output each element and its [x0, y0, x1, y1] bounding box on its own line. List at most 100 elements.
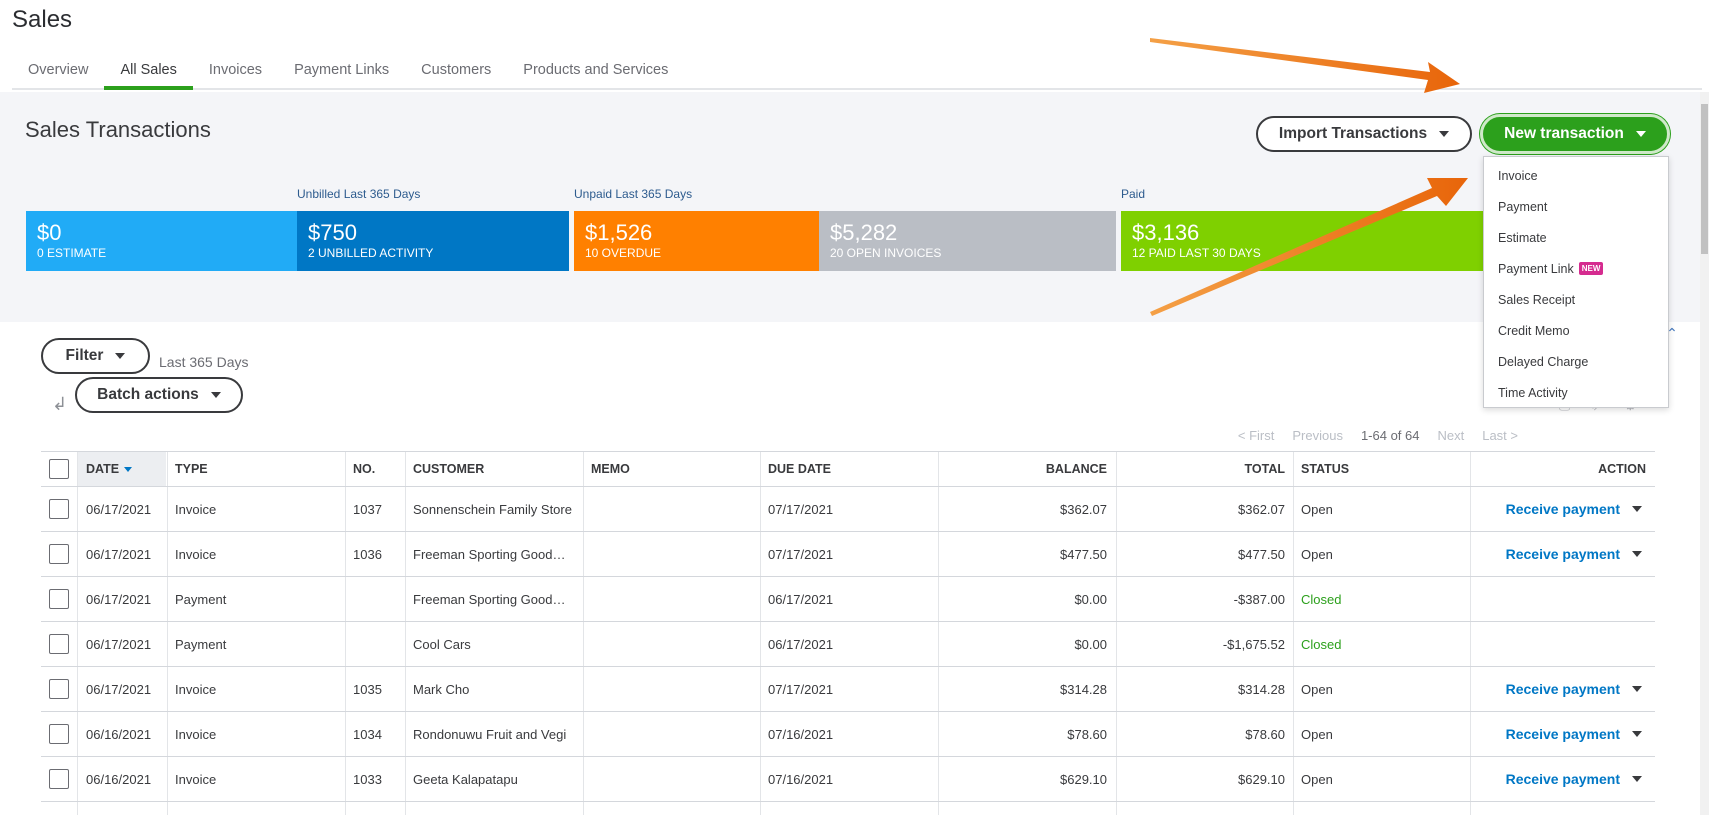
cell-customer: Mark Cho	[413, 681, 470, 697]
column-header-status[interactable]: STATUS	[1301, 462, 1350, 476]
pager-last[interactable]: Last >	[1482, 428, 1518, 443]
import-transactions-button[interactable]: Import Transactions	[1256, 116, 1472, 152]
menu-item-invoice[interactable]: Invoice	[1484, 160, 1668, 191]
cell-total: $362.07	[1238, 501, 1285, 517]
receive-payment-link[interactable]: Receive payment	[1505, 726, 1620, 742]
receive-payment-link[interactable]: Receive payment	[1505, 501, 1620, 517]
cell-status: Open	[1301, 726, 1333, 742]
table-row[interactable]: 06/17/2021 Invoice 1037 Sonnenschein Fam…	[41, 487, 1655, 532]
cell-status: Open	[1301, 546, 1333, 562]
table-row[interactable]: 06/17/2021 Invoice 1035 Mark Cho 07/17/2…	[41, 667, 1655, 712]
cell-memo	[591, 622, 759, 666]
receive-payment-link[interactable]: Receive payment	[1505, 771, 1620, 787]
pagination: < First Previous 1-64 of 64 Next Last >	[1238, 428, 1518, 443]
caret-down-icon[interactable]	[1632, 776, 1642, 782]
cell-action	[1470, 622, 1642, 666]
open-invoices-tile[interactable]: $5,282 20 OPEN INVOICES	[819, 211, 1116, 271]
cell-status: Open	[1301, 681, 1333, 697]
pager-next[interactable]: Next	[1437, 428, 1465, 443]
column-header-memo[interactable]: MEMO	[591, 462, 630, 476]
cell-total: $477.50	[1238, 546, 1285, 562]
menu-item-credit-memo[interactable]: Credit Memo	[1484, 315, 1668, 346]
cell-due-date: 07/17/2021	[768, 546, 834, 562]
unbilled-tile[interactable]: $750 2 UNBILLED ACTIVITY	[297, 211, 569, 271]
pager-previous[interactable]: Previous	[1292, 428, 1343, 443]
cell-memo	[591, 757, 759, 801]
pager-first[interactable]: < First	[1237, 428, 1275, 443]
table-row[interactable]: 06/17/2021 Invoice 1036 Freeman Sporting…	[41, 532, 1655, 577]
caret-down-icon	[115, 353, 126, 359]
menu-item-payment-link[interactable]: Payment Link NEW	[1484, 253, 1668, 284]
column-header-customer[interactable]: CUSTOMER	[413, 462, 485, 476]
cell-due-date: 07/16/2021	[768, 771, 834, 787]
row-checkbox[interactable]	[49, 769, 69, 789]
cell-due-date: 07/17/2021	[768, 501, 834, 517]
table-row[interactable]: 06/17/2021 Payment Cool Cars 06/17/2021 …	[41, 622, 1655, 667]
tab-overview[interactable]: Overview	[28, 62, 89, 78]
tab-customers[interactable]: Customers	[421, 62, 492, 78]
cell-status: Closed	[1301, 591, 1342, 607]
paid-tile[interactable]: $3,136 12 PAID LAST 30 DAYS	[1121, 211, 1484, 271]
menu-item-sales-receipt[interactable]: Sales Receipt	[1484, 284, 1668, 315]
cell-status: Open	[1301, 771, 1333, 787]
tab-invoices[interactable]: Invoices	[208, 62, 263, 78]
row-checkbox[interactable]	[49, 499, 69, 519]
row-checkbox[interactable]	[49, 679, 69, 699]
cell-action: Receive payment	[1470, 712, 1642, 756]
column-header-no[interactable]: NO.	[353, 462, 376, 476]
caret-down-icon[interactable]	[1632, 731, 1642, 737]
table-row[interactable]: 06/16/2021 Invoice 1033 Geeta Kalapatapu…	[41, 757, 1655, 802]
receive-payment-link[interactable]: Receive payment	[1505, 546, 1620, 562]
cell-type: Invoice	[175, 681, 217, 697]
estimate-tile[interactable]: $0 0 ESTIMATE	[26, 211, 297, 271]
cell-date: 06/17/2021	[86, 501, 152, 517]
column-header-balance[interactable]: BALANCE	[1045, 462, 1107, 476]
new-transaction-button[interactable]: New transaction	[1480, 114, 1670, 154]
page-scrollbar[interactable]	[1700, 92, 1709, 815]
cell-status: Closed	[1301, 636, 1342, 652]
row-checkbox[interactable]	[49, 634, 69, 654]
scrollbar-thumb[interactable]	[1701, 104, 1708, 254]
table-row[interactable]: 06/17/2021 Payment Freeman Sporting Good…	[41, 577, 1655, 622]
menu-item-time-activity[interactable]: Time Activity	[1484, 377, 1668, 408]
overdue-tile[interactable]: $1,526 10 OVERDUE	[574, 211, 819, 271]
column-header-due-date[interactable]: DUE DATE	[768, 462, 831, 476]
cell-due-date: 07/16/2021	[768, 726, 834, 742]
cell-customer: Freeman Sporting Good…	[413, 591, 566, 607]
menu-item-payment[interactable]: Payment	[1484, 191, 1668, 222]
tab-payment-links[interactable]: Payment Links	[294, 62, 390, 78]
menu-item-estimate[interactable]: Estimate	[1484, 222, 1668, 253]
cell-action: Receive payment	[1470, 667, 1642, 711]
batch-actions-label: Batch actions	[97, 386, 199, 403]
table-row[interactable]: 06/16/2021 Invoice 1034 Rondonuwu Fruit …	[41, 712, 1655, 757]
sales-tabs: Overview All Sales Invoices Payment Link…	[12, 56, 1702, 90]
row-checkbox[interactable]	[49, 589, 69, 609]
cell-type: Payment	[175, 591, 227, 607]
cell-memo	[591, 667, 759, 711]
paid-label: Paid	[1121, 187, 1146, 201]
cell-date: 06/16/2021	[86, 726, 152, 742]
row-checkbox[interactable]	[49, 724, 69, 744]
cell-no: 1037	[353, 501, 382, 517]
column-header-date[interactable]: DATE	[78, 452, 166, 486]
tile-amount: $0	[37, 220, 62, 245]
caret-down-icon[interactable]	[1632, 551, 1642, 557]
select-all-checkbox[interactable]	[49, 459, 69, 479]
column-header-total[interactable]: TOTAL	[1244, 462, 1285, 476]
row-checkbox[interactable]	[49, 544, 69, 564]
cell-no: 1035	[353, 681, 382, 697]
sales-transactions-table: DATE TYPE NO. CUSTOMER MEMO DUE DATE BAL…	[41, 451, 1655, 815]
chevron-up-icon[interactable]: ⌃	[1666, 325, 1678, 341]
caret-down-icon[interactable]	[1632, 686, 1642, 692]
cell-type: Invoice	[175, 501, 217, 517]
unpaid-label: Unpaid Last 365 Days	[574, 187, 693, 201]
tab-products-services[interactable]: Products and Services	[523, 62, 669, 78]
filter-button[interactable]: Filter	[41, 338, 150, 374]
caret-down-icon[interactable]	[1632, 506, 1642, 512]
batch-actions-button[interactable]: Batch actions	[75, 377, 243, 413]
row-select-cell	[49, 667, 71, 711]
menu-item-delayed-charge[interactable]: Delayed Charge	[1484, 346, 1668, 377]
tab-all-sales[interactable]: All Sales	[104, 56, 193, 90]
receive-payment-link[interactable]: Receive payment	[1505, 681, 1620, 697]
column-header-type[interactable]: TYPE	[175, 462, 208, 476]
